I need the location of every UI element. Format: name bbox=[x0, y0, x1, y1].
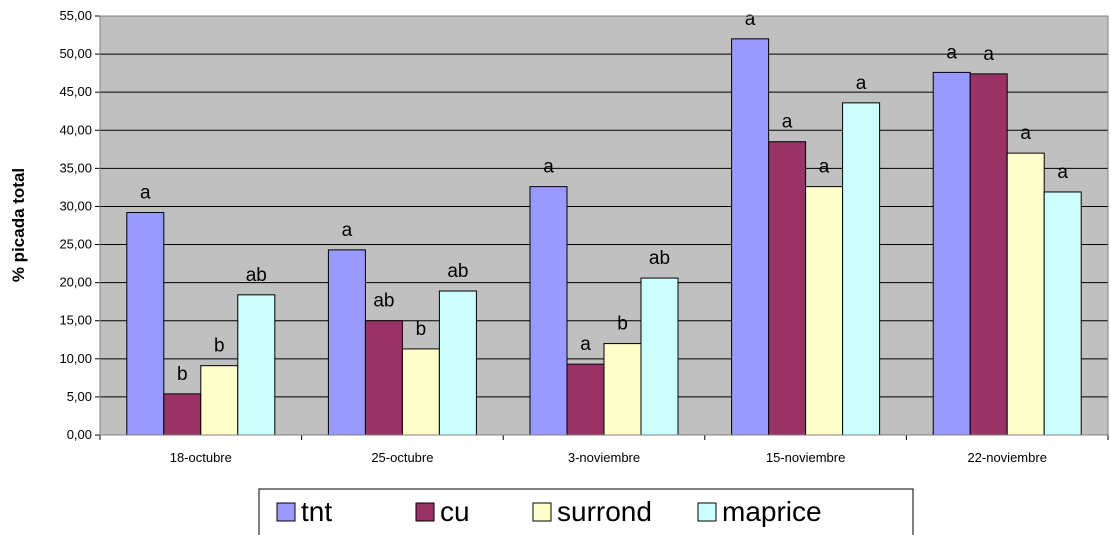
x-axis: 18-octubre 25-octubre 3-noviembre 15-noviem… bbox=[99, 434, 1109, 465]
bar-surrond bbox=[805, 186, 844, 436]
bar-cu bbox=[163, 393, 202, 436]
y-tick-label: 15,00 bbox=[59, 313, 92, 328]
x-tick-label: 18-octubre bbox=[170, 450, 232, 465]
bar-tnt bbox=[327, 249, 366, 436]
legend: tnt cu surrond maprice bbox=[258, 488, 914, 535]
significance-label: a bbox=[342, 220, 353, 241]
bar-tnt bbox=[529, 186, 568, 436]
bar-maprice bbox=[237, 294, 276, 436]
legend-label-cu: cu bbox=[440, 496, 470, 527]
bar-cu bbox=[969, 73, 1008, 436]
bar-surrond bbox=[1006, 152, 1045, 436]
significance-label: b bbox=[214, 336, 225, 357]
significance-label: ab bbox=[246, 265, 267, 286]
legend-swatch-surrond bbox=[532, 502, 552, 522]
x-tick-label: 15-noviembre bbox=[766, 450, 846, 465]
y-tick-label: 0,00 bbox=[67, 427, 92, 442]
legend-label-maprice: maprice bbox=[722, 496, 822, 527]
significance-label: a bbox=[819, 157, 830, 178]
bar-maprice bbox=[438, 290, 477, 436]
y-tick-label: 5,00 bbox=[67, 389, 92, 404]
significance-label: a bbox=[782, 112, 793, 133]
bar-maprice bbox=[842, 102, 881, 436]
bar-maprice bbox=[640, 277, 679, 436]
bar-cu bbox=[768, 141, 807, 436]
y-tick-label: 55,00 bbox=[59, 8, 92, 23]
legend-swatch-cu bbox=[415, 502, 435, 522]
y-tick-label: 45,00 bbox=[59, 84, 92, 99]
bar-cu bbox=[364, 320, 403, 436]
plot-border bbox=[99, 15, 1109, 436]
significance-label: a bbox=[856, 73, 867, 94]
legend-swatch-maprice bbox=[697, 502, 717, 522]
significance-label: a bbox=[983, 44, 994, 65]
significance-label: a bbox=[946, 42, 957, 63]
significance-label: ab bbox=[373, 291, 394, 312]
significance-label: ab bbox=[447, 261, 468, 282]
y-tick-label: 35,00 bbox=[59, 160, 92, 175]
y-tick-label: 30,00 bbox=[59, 198, 92, 213]
bar-cu bbox=[566, 363, 605, 436]
significance-label: ab bbox=[649, 248, 670, 269]
significance-label: a bbox=[140, 183, 151, 204]
bar-maprice bbox=[1043, 191, 1082, 436]
bar-surrond bbox=[603, 343, 642, 436]
significance-label: b bbox=[416, 319, 427, 340]
x-tick-label: 22-noviembre bbox=[967, 450, 1047, 465]
bar-surrond bbox=[401, 348, 440, 436]
bars bbox=[126, 38, 1082, 436]
bar-tnt bbox=[126, 212, 165, 436]
bar-tnt bbox=[932, 71, 971, 436]
bar-surrond bbox=[200, 365, 239, 436]
y-tick-label: 40,00 bbox=[59, 122, 92, 137]
legend-label-surrond: surrond bbox=[557, 496, 652, 527]
significance-label: a bbox=[580, 334, 591, 355]
bar-tnt bbox=[731, 38, 770, 436]
significance-label: a bbox=[1057, 162, 1068, 183]
y-axis: 0,00 5,00 10,00 15,00 20,00 25,00 30,00 35,00 40… bbox=[59, 8, 101, 442]
significance-label: b bbox=[617, 314, 628, 335]
x-tick-label: 3-noviembre bbox=[568, 450, 640, 465]
significance-label: a bbox=[745, 9, 756, 30]
legend-label-tnt: tnt bbox=[301, 496, 332, 527]
significance-label: b bbox=[177, 364, 188, 385]
legend-box bbox=[258, 488, 914, 535]
x-tick-label: 25-octubre bbox=[371, 450, 433, 465]
y-axis-title: % picada total bbox=[9, 168, 28, 282]
y-tick-label: 50,00 bbox=[59, 46, 92, 61]
significance-label: a bbox=[1020, 123, 1031, 144]
y-tick-label: 25,00 bbox=[59, 237, 92, 252]
y-tick-label: 10,00 bbox=[59, 351, 92, 366]
significance-label: a bbox=[543, 157, 554, 178]
y-tick-label: 20,00 bbox=[59, 275, 92, 290]
legend-swatch-tnt bbox=[276, 502, 296, 522]
